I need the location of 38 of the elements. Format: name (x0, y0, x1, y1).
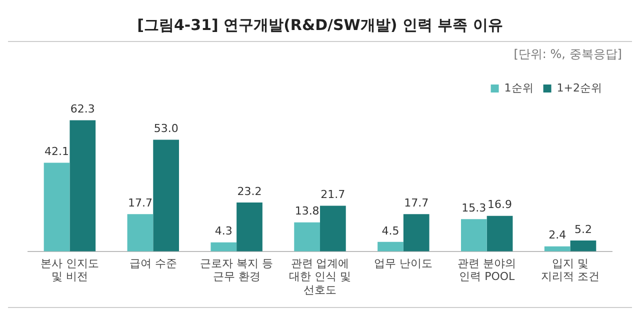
bar (210, 242, 237, 252)
x-tick-label: 근로자 복지 등 근무 환경 (200, 256, 274, 284)
bar (44, 162, 70, 252)
chart-subtitle: [단위: %, 중복응답] (512, 46, 623, 63)
data-label: 42.1 (44, 145, 70, 158)
data-label: 17.7 (128, 196, 152, 210)
data-label: 23.2 (237, 184, 262, 198)
data-label: 16.9 (488, 198, 512, 212)
bar (70, 120, 96, 252)
bar (320, 206, 346, 252)
data-label: 5.2 (574, 222, 592, 236)
legend-label: 1순위 (504, 81, 534, 94)
x-tick-label: 업무 난이도 (374, 256, 433, 270)
x-tick-label: 관련 업계에 대한 인식 및 선호도 (289, 256, 351, 296)
bar (570, 240, 596, 252)
bar (236, 202, 262, 252)
bar (153, 140, 180, 252)
data-label: 21.7 (320, 188, 346, 202)
x-tick-label: 본사 인지도 및 비전 (40, 256, 99, 284)
x-tick-label: 관련 분야의 인력 POOL (458, 256, 516, 284)
data-label: 53.0 (154, 122, 178, 136)
x-tick-label: 입지 및 지리적 조건 (541, 256, 600, 284)
bar (378, 242, 404, 252)
data-label: 2.4 (548, 228, 566, 242)
chart-title: [그림4-31] 연구개발(R&D/SW개발) 인력 부족 이유 (8, 8, 632, 42)
bar (294, 222, 320, 252)
legend-label: 1+2순위 (556, 81, 602, 94)
data-label: 4.5 (382, 224, 400, 238)
data-label: 15.3 (462, 202, 486, 215)
bar (486, 216, 513, 252)
data-label: 4.3 (214, 224, 232, 238)
data-label: 17.7 (404, 196, 429, 210)
bar (127, 214, 154, 252)
bar (460, 219, 487, 252)
x-tick-label: 급여 수준 (129, 256, 177, 270)
bar (403, 214, 430, 252)
data-label: 13.8 (294, 204, 320, 218)
data-label: 62.3 (70, 102, 95, 116)
